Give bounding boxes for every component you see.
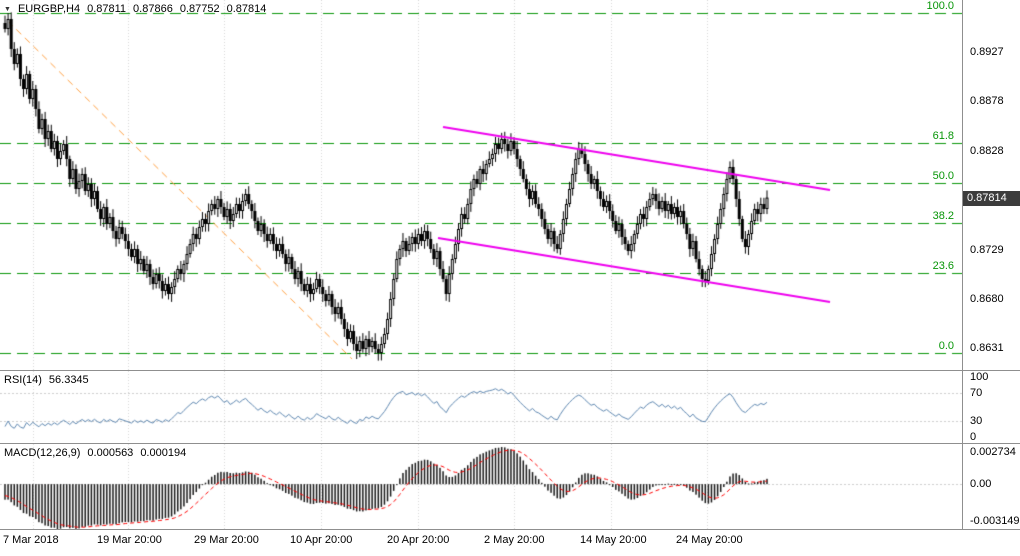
macd-panel-canvas[interactable] (0, 444, 962, 529)
rsi-panel-canvas[interactable] (0, 371, 962, 443)
macd-name: MACD(12,26,9) (4, 447, 81, 459)
ohlc-open-value: 0.87811 (87, 3, 127, 15)
panel-separator[interactable] (0, 529, 1020, 530)
rsi-indicator-label: RSI(14) 56.3345 (4, 374, 89, 386)
current-price-tag: 0.87814 (963, 190, 1020, 206)
triangle-marker-icon: ▼ (4, 5, 11, 13)
time-axis-label: 19 Mar 20:00 (97, 534, 162, 546)
price-axis-label: 0.8828 (970, 145, 1004, 157)
macd-signal-value: 0.000194 (140, 447, 187, 459)
panel-separator[interactable] (0, 370, 1020, 371)
chart-ohlc-header: ▼ EURGBP,H4 0.87811 0.87866 0.87752 0.87… (4, 3, 266, 15)
current-price-value: 0.87814 (967, 191, 1007, 204)
panel-separator[interactable] (0, 443, 1020, 444)
macd-indicator-label: MACD(12,26,9) 0.000563 0.000194 (4, 447, 186, 459)
macd-axis-label: 0.00 (970, 478, 992, 491)
time-axis-label: 10 Apr 20:00 (290, 534, 353, 546)
price-axis-label: 0.8878 (970, 95, 1004, 107)
rsi-axis-label: 0 (970, 431, 977, 443)
symbol-timeframe-label: EURGBP,H4 (17, 3, 81, 15)
fib-level-label: 38.2 (932, 210, 954, 222)
price-axis-label: 0.8927 (970, 46, 1004, 58)
time-axis-label: 24 May 20:00 (676, 534, 743, 546)
time-axis-label: 7 Mar 2018 (3, 534, 59, 546)
macd-main-value: 0.000563 (87, 447, 134, 459)
fib-level-label: 100.0 (926, 0, 954, 12)
rsi-value: 56.3345 (48, 374, 89, 386)
price-axis-label: 0.8729 (970, 244, 1004, 256)
fib-level-label: 61.8 (932, 130, 954, 142)
time-axis-label: 14 May 20:00 (580, 534, 647, 546)
time-axis-label: 2 May 20:00 (484, 534, 545, 546)
time-axis[interactable]: 7 Mar 2018 19 Mar 20:00 29 Mar 20:00 10 Apr… (0, 530, 1020, 556)
price-axis-label: 0.8631 (970, 342, 1004, 354)
time-axis-label: 20 Apr 20:00 (387, 534, 450, 546)
price-axis-label: 0.8680 (970, 293, 1004, 305)
macd-axis-label: -0.003149 (970, 515, 1020, 528)
rsi-axis-label: 30 (970, 415, 983, 428)
axis-divider (962, 0, 963, 530)
fib-level-label: 50.0 (932, 170, 954, 182)
price-chart-canvas[interactable] (0, 0, 962, 370)
macd-axis-label: 0.002734 (970, 445, 1016, 458)
ohlc-close-value: 0.87814 (226, 3, 267, 15)
rsi-axis-label: 70 (970, 386, 983, 399)
ohlc-high-value: 0.87866 (133, 3, 173, 15)
fib-level-label: 23.6 (932, 260, 954, 272)
rsi-name: RSI(14) (4, 374, 42, 386)
ohlc-low-value: 0.87752 (179, 3, 220, 15)
time-axis-label: 29 Mar 20:00 (194, 534, 259, 546)
rsi-axis-label: 100 (970, 371, 989, 383)
fib-level-label: 0.0 (938, 340, 954, 352)
